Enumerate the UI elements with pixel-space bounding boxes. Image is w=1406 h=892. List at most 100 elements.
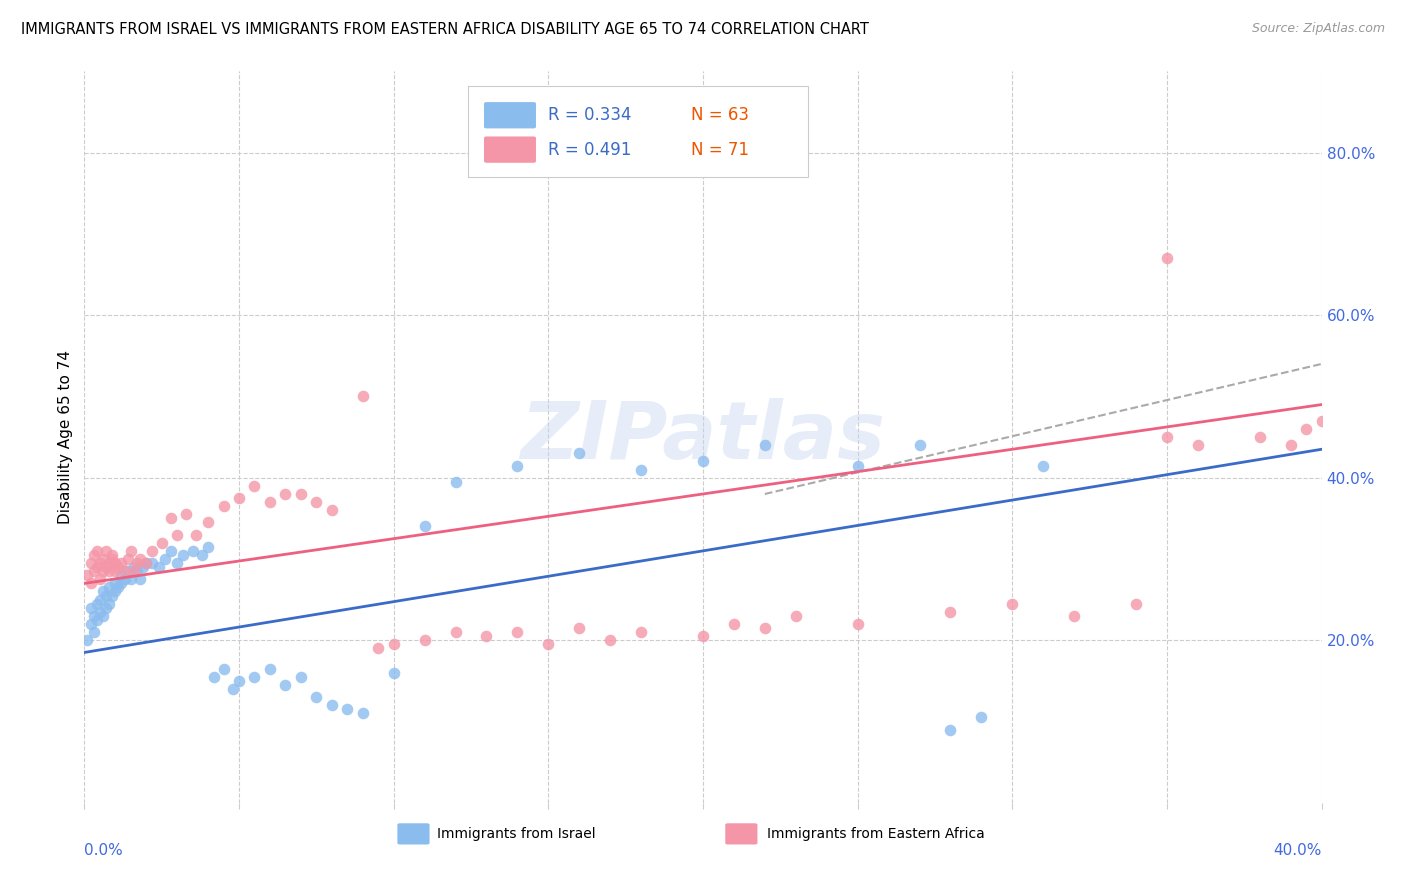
Point [352, 389, 374, 403]
FancyBboxPatch shape [725, 823, 758, 845]
Point [274, 487, 297, 501]
Point [79, 556, 101, 570]
Point [104, 584, 127, 599]
Point [91, 564, 114, 578]
Point [83, 625, 105, 640]
Point [1249, 430, 1271, 444]
Point [129, 572, 152, 586]
Point [83, 608, 105, 623]
Point [444, 625, 467, 640]
Point [98, 556, 121, 570]
Point [153, 552, 176, 566]
Point [754, 621, 776, 635]
Point [1063, 608, 1085, 623]
Point [846, 458, 869, 473]
Point [150, 535, 173, 549]
Point [630, 462, 652, 476]
Point [413, 633, 436, 648]
Point [243, 479, 266, 493]
Point [413, 519, 436, 533]
Point [125, 556, 148, 570]
Point [120, 544, 142, 558]
FancyBboxPatch shape [484, 102, 536, 128]
Point [367, 641, 389, 656]
Point [1310, 414, 1333, 428]
Point [120, 572, 142, 586]
Point [94, 600, 117, 615]
Point [212, 499, 235, 513]
Point [104, 556, 127, 570]
Point [101, 548, 124, 562]
FancyBboxPatch shape [398, 823, 430, 845]
Point [101, 589, 124, 603]
Point [259, 662, 281, 676]
Point [475, 629, 498, 643]
Point [754, 438, 776, 452]
Point [382, 665, 405, 680]
Point [89, 572, 111, 586]
Point [202, 670, 225, 684]
Point [305, 495, 328, 509]
Point [132, 560, 155, 574]
Point [1156, 430, 1178, 444]
Point [222, 681, 245, 696]
Point [91, 552, 114, 566]
Point [110, 576, 132, 591]
Point [98, 581, 121, 595]
Point [76, 633, 98, 648]
Point [1032, 458, 1054, 473]
Point [1295, 422, 1317, 436]
Point [94, 589, 117, 603]
Point [98, 564, 121, 578]
Point [110, 568, 132, 582]
Point [104, 576, 127, 591]
Point [970, 710, 993, 724]
Point [79, 617, 101, 632]
Text: N = 63: N = 63 [690, 106, 748, 124]
Point [197, 540, 219, 554]
Point [141, 556, 163, 570]
Point [243, 670, 266, 684]
Point [305, 690, 328, 705]
Point [212, 662, 235, 676]
Point [321, 698, 343, 713]
Point [176, 508, 198, 522]
FancyBboxPatch shape [484, 136, 536, 163]
Point [166, 527, 188, 541]
Text: ZIPatlas: ZIPatlas [520, 398, 886, 476]
Point [76, 568, 98, 582]
Point [352, 706, 374, 721]
Point [160, 544, 183, 558]
Point [228, 673, 250, 688]
Point [117, 564, 139, 578]
Point [630, 625, 652, 640]
Point [91, 584, 114, 599]
Point [141, 544, 163, 558]
FancyBboxPatch shape [468, 86, 808, 178]
Point [160, 511, 183, 525]
Text: R = 0.334: R = 0.334 [548, 106, 631, 124]
Text: IMMIGRANTS FROM ISRAEL VS IMMIGRANTS FROM EASTERN AFRICA DISABILITY AGE 65 TO 74: IMMIGRANTS FROM ISRAEL VS IMMIGRANTS FRO… [21, 22, 869, 37]
Point [83, 548, 105, 562]
Point [568, 621, 591, 635]
Point [114, 564, 136, 578]
Point [107, 581, 129, 595]
Text: R = 0.491: R = 0.491 [548, 141, 631, 159]
Point [122, 564, 145, 578]
Y-axis label: Disability Age 65 to 74: Disability Age 65 to 74 [58, 350, 73, 524]
Point [723, 617, 745, 632]
Point [107, 560, 129, 574]
Point [94, 544, 117, 558]
Point [181, 544, 204, 558]
Point [692, 454, 714, 468]
Text: N = 71: N = 71 [690, 141, 748, 159]
Point [1001, 597, 1024, 611]
Point [91, 608, 114, 623]
Point [908, 438, 931, 452]
Point [568, 446, 591, 460]
Point [114, 572, 136, 586]
Point [382, 637, 405, 651]
Point [89, 605, 111, 619]
Point [172, 548, 194, 562]
Point [86, 544, 108, 558]
